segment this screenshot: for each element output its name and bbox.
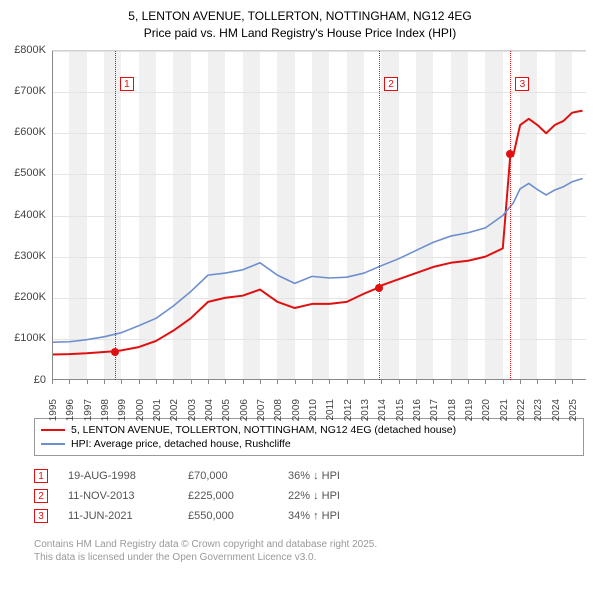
x-tick-label: 2001 xyxy=(152,399,163,421)
sale-price: £225,000 xyxy=(188,490,268,502)
y-tick-label: £200K xyxy=(14,291,46,303)
sale-diff: 36% ↓ HPI xyxy=(288,470,378,482)
x-tick-label: 1996 xyxy=(65,399,76,421)
legend-label: HPI: Average price, detached house, Rush… xyxy=(71,438,291,450)
x-tick-label: 2017 xyxy=(429,399,440,421)
y-tick-label: £300K xyxy=(14,250,46,262)
attribution-line-2: This data is licensed under the Open Gov… xyxy=(34,551,584,565)
sale-date: 19-AUG-1998 xyxy=(68,470,168,482)
sale-marker-dot xyxy=(506,150,514,158)
sale-price: £550,000 xyxy=(188,510,268,522)
plot-area: 1 2 3 xyxy=(52,50,586,380)
chart-title: 5, LENTON AVENUE, TOLLERTON, NOTTINGHAM,… xyxy=(8,8,592,42)
series-line-hpi xyxy=(52,178,583,342)
sale-marker-line xyxy=(115,51,116,380)
sale-index-box: 3 xyxy=(34,509,48,523)
x-tick-label: 1998 xyxy=(100,399,111,421)
sale-diff: 34% ↑ HPI xyxy=(288,510,378,522)
sale-row: 2 11-NOV-2013 £225,000 22% ↓ HPI xyxy=(34,486,584,506)
sale-events-table: 1 19-AUG-1998 £70,000 36% ↓ HPI 2 11-NOV-2013… xyxy=(34,466,584,526)
x-tick-label: 2013 xyxy=(360,399,371,421)
y-tick-label: £500K xyxy=(14,167,46,179)
title-line-2: Price paid vs. HM Land Registry's House … xyxy=(8,25,592,42)
sale-marker-box: 1 xyxy=(120,77,134,91)
sale-date: 11-NOV-2013 xyxy=(68,490,168,502)
legend-item: 5, LENTON AVENUE, TOLLERTON, NOTTINGHAM,… xyxy=(41,423,577,437)
y-axis: £0£100K£200K£300K£400K£500K£600K£700K£80… xyxy=(8,50,48,380)
y-axis-line xyxy=(52,51,53,380)
legend-swatch xyxy=(41,443,65,445)
sale-index-box: 1 xyxy=(34,469,48,483)
attribution-line-1: Contains HM Land Registry data © Crown c… xyxy=(34,538,584,552)
x-tick-label: 2014 xyxy=(377,399,388,421)
y-tick-label: £600K xyxy=(14,126,46,138)
legend-label: 5, LENTON AVENUE, TOLLERTON, NOTTINGHAM,… xyxy=(71,424,456,436)
x-tick-label: 2021 xyxy=(499,399,510,421)
x-tick-label: 2000 xyxy=(135,399,146,421)
x-tick-label: 2004 xyxy=(204,399,215,421)
sale-marker-box: 3 xyxy=(515,77,529,91)
x-tick-label: 2016 xyxy=(412,399,423,421)
x-tick-label: 2015 xyxy=(395,399,406,421)
x-tick-label: 2002 xyxy=(169,399,180,421)
sale-date: 11-JUN-2021 xyxy=(68,510,168,522)
y-tick-label: £400K xyxy=(14,209,46,221)
sale-marker-box: 2 xyxy=(384,77,398,91)
x-tick-label: 2007 xyxy=(256,399,267,421)
sale-marker-line xyxy=(510,51,511,380)
sale-index-box: 2 xyxy=(34,489,48,503)
x-tick-label: 2009 xyxy=(291,399,302,421)
sale-row: 1 19-AUG-1998 £70,000 36% ↓ HPI xyxy=(34,466,584,486)
x-tick-label: 2010 xyxy=(308,399,319,421)
x-tick-label: 2006 xyxy=(239,399,250,421)
x-tick-label: 2018 xyxy=(447,399,458,421)
x-axis: 1995199619971998199920002001200220032004… xyxy=(52,380,586,410)
x-tick-label: 2008 xyxy=(273,399,284,421)
x-tick-label: 1995 xyxy=(48,399,59,421)
x-tick-label: 2019 xyxy=(464,399,475,421)
x-tick-label: 2003 xyxy=(187,399,198,421)
x-tick-label: 2024 xyxy=(551,399,562,421)
series-line-price_paid xyxy=(52,110,583,354)
sale-diff: 22% ↓ HPI xyxy=(288,490,378,502)
x-tick-label: 2012 xyxy=(343,399,354,421)
title-line-1: 5, LENTON AVENUE, TOLLERTON, NOTTINGHAM,… xyxy=(8,8,592,25)
sale-marker-dot xyxy=(111,348,119,356)
attribution: Contains HM Land Registry data © Crown c… xyxy=(34,538,584,565)
legend: 5, LENTON AVENUE, TOLLERTON, NOTTINGHAM,… xyxy=(34,418,584,456)
x-tick-label: 2005 xyxy=(221,399,232,421)
x-tick-label: 1997 xyxy=(83,399,94,421)
x-tick-label: 2025 xyxy=(568,399,579,421)
chart-area: £0£100K£200K£300K£400K£500K£600K£700K£80… xyxy=(52,50,586,410)
y-tick-label: £700K xyxy=(14,85,46,97)
x-tick-label: 2011 xyxy=(325,399,336,421)
sale-row: 3 11-JUN-2021 £550,000 34% ↑ HPI xyxy=(34,506,584,526)
legend-swatch xyxy=(41,429,65,431)
sale-marker-dot xyxy=(375,284,383,292)
y-tick-label: £800K xyxy=(14,44,46,56)
sale-marker-line xyxy=(379,51,380,380)
x-tick-label: 1999 xyxy=(117,399,128,421)
x-tick-label: 2020 xyxy=(481,399,492,421)
chart-lines xyxy=(52,51,586,380)
legend-item: HPI: Average price, detached house, Rush… xyxy=(41,437,577,451)
x-tick-label: 2022 xyxy=(516,399,527,421)
x-tick-label: 2023 xyxy=(533,399,544,421)
y-tick-label: £100K xyxy=(14,332,46,344)
y-tick-label: £0 xyxy=(34,374,46,386)
sale-price: £70,000 xyxy=(188,470,268,482)
